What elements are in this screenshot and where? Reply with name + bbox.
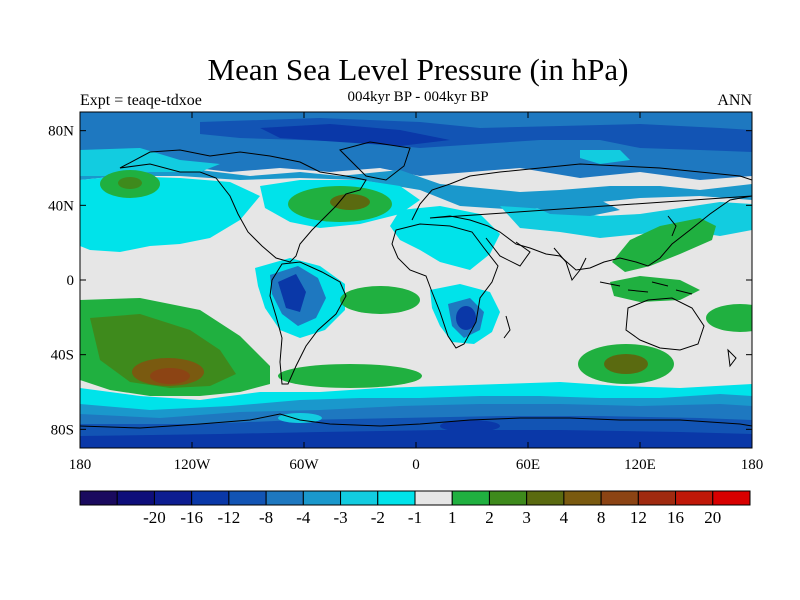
colorbar-label: 4: [560, 508, 569, 527]
colorbar-label: -4: [296, 508, 311, 527]
colorbar-label: -20: [143, 508, 166, 527]
lon-tick-label: 60E: [516, 457, 540, 473]
colorbar-label: -8: [259, 508, 273, 527]
coast-australia: [625, 297, 705, 351]
coast-north-america: [119, 149, 367, 263]
lat-tick-label: 80N: [48, 124, 74, 140]
field-satl-high: [278, 364, 422, 388]
field-azores-high-core: [330, 194, 370, 210]
colorbar-swatch: [191, 490, 230, 506]
coast-south-america: [269, 261, 347, 385]
field-wpac-high: [612, 218, 716, 272]
experiment-label: Expt = teaqe-tdxoe: [80, 92, 202, 109]
coast-greenland: [339, 141, 411, 181]
lat-tick-label: 40N: [48, 198, 74, 214]
colorbar-swatch: [377, 490, 416, 506]
colorbar-swatch: [712, 490, 751, 506]
field-aleutian-high-core: [118, 177, 142, 189]
lat-tick-label: 80S: [51, 422, 74, 438]
lon-tick-label: 60W: [289, 457, 319, 473]
colorbar-swatch: [526, 490, 565, 506]
colorbar-label: -12: [218, 508, 241, 527]
latitude-axis: 80N 40N 0 40S 80S: [48, 124, 752, 438]
colorbar-label: -1: [408, 508, 422, 527]
colorbar-label: 3: [522, 508, 531, 527]
field-tasman-high: [706, 304, 752, 332]
coast-indonesia: [599, 281, 693, 295]
colorbar-label: -2: [371, 508, 385, 527]
field-arctic-deep: [260, 124, 450, 146]
colorbar-swatch: [228, 490, 267, 506]
field-so-deep: [80, 430, 752, 448]
longitude-axis: 180 120W 60W 0 60E 120E 180: [69, 112, 764, 473]
pressure-field: [80, 112, 752, 448]
colorbar-label: 8: [597, 508, 606, 527]
colorbar-swatch: [414, 490, 453, 506]
lon-tick-label: 0: [412, 457, 420, 473]
coast-india: [553, 247, 587, 282]
colorbar-label: 16: [667, 508, 684, 527]
field-europe-cyan: [390, 206, 500, 270]
lat-tick-label: 40S: [51, 348, 74, 364]
field-sind-high-core: [604, 354, 648, 374]
coast-antarctica: [80, 413, 752, 429]
colorbar-swatch: [153, 490, 193, 506]
coastlines: [80, 141, 752, 429]
colorbar-label: 1: [448, 508, 457, 527]
coast-arabia: [485, 237, 531, 267]
colorbar-label: 12: [630, 508, 647, 527]
lon-tick-label: 180: [741, 457, 764, 473]
colorbar-label: 20: [704, 508, 721, 527]
season-label: ANN: [717, 92, 752, 109]
field-samerica-dark: [278, 274, 306, 312]
colorbar-swatch: [637, 490, 677, 506]
colorbar-swatch: [265, 490, 304, 506]
colorbar-swatch: [600, 490, 639, 506]
coast-africa: [391, 223, 499, 349]
colorbar-swatch: [340, 490, 379, 506]
coast-japan: [667, 215, 677, 237]
map-subtitle: 004kyr BP - 004kyr BP: [347, 89, 489, 105]
field-spac-high-peak: [150, 368, 190, 384]
colorbar-swatch: [488, 490, 528, 506]
field-africa-core: [456, 306, 476, 330]
colorbar-swatch: [563, 490, 602, 506]
colorbar-swatch: [116, 490, 155, 506]
field-tatl-high: [340, 286, 420, 314]
colorbar-label: -16: [180, 508, 203, 527]
field-weddell-low: [278, 413, 322, 423]
map-title: Mean Sea Level Pressure (in hPa): [207, 52, 629, 87]
lon-tick-label: 120E: [624, 457, 656, 473]
field-arctic-cyan: [80, 162, 752, 210]
colorbar-label: 2: [485, 508, 494, 527]
field-indonesia-high: [610, 276, 700, 302]
coast-madagascar: [503, 315, 511, 339]
lat-tick-label: 0: [67, 273, 75, 289]
colorbar-label: -3: [333, 508, 347, 527]
field-siberia-cyan: [580, 150, 630, 164]
colorbar-swatch: [79, 490, 118, 506]
field-asia-blue: [520, 196, 620, 216]
lon-tick-label: 120W: [174, 457, 212, 473]
colorbar: -20 -16 -12 -8 -4 -3 -2 -1 1 2 3 4 8 12 16 20: [79, 490, 751, 527]
colorbar-swatch: [302, 490, 342, 506]
coast-new-zealand: [727, 348, 737, 368]
coast-eurasia: [411, 163, 752, 271]
colorbar-swatch: [675, 490, 714, 506]
colorbar-swatch: [451, 490, 490, 506]
field-arctic-light2: [80, 148, 220, 176]
field-ross-low: [440, 420, 500, 432]
lon-tick-label: 180: [69, 457, 92, 473]
